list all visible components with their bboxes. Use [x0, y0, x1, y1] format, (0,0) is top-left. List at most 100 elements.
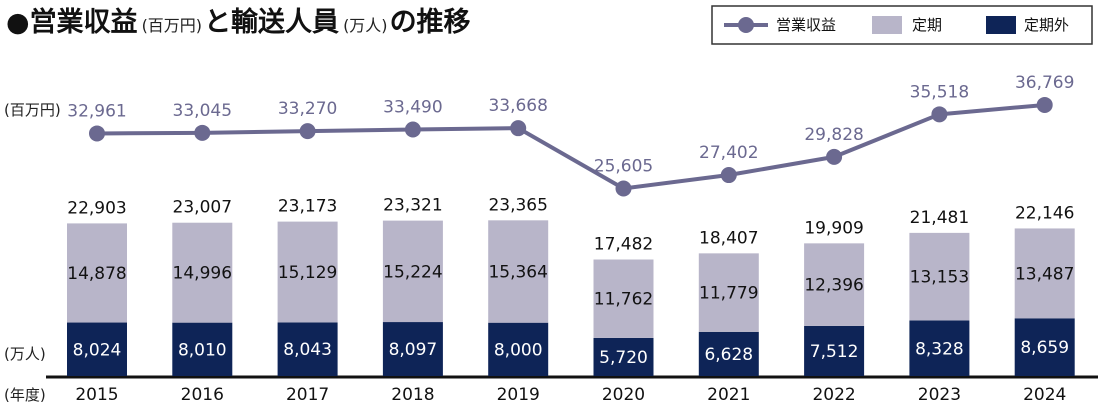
- label-teiki-2020: 11,762: [594, 290, 653, 310]
- label-teikigai-2020: 5,720: [599, 348, 648, 368]
- revenue-label-2020: 25,605: [594, 156, 653, 176]
- revenue-label-2019: 33,668: [488, 96, 547, 116]
- chart-title: ●営業収益 (百万円)と輸送人員 (万人)の推移: [6, 6, 471, 38]
- legend-teikigai-swatch: [986, 16, 1016, 34]
- revenue-point-2016: [194, 124, 211, 141]
- bar-teikigai-2022: [804, 325, 865, 376]
- label-teiki-2016: 14,996: [173, 264, 232, 284]
- label-total-2021: 18,407: [699, 228, 758, 248]
- revenue-label-2022: 29,828: [804, 125, 863, 145]
- bar-teiki-2019: [488, 220, 549, 323]
- label-teikigai-2018: 8,097: [389, 340, 438, 360]
- title-part2: と輸送人員: [204, 6, 339, 38]
- bar-teiki-2021: [698, 253, 759, 332]
- revenue-label-2023: 35,518: [910, 82, 969, 102]
- label-total-2016: 23,007: [173, 198, 232, 218]
- bar-teikigai-2015: [67, 322, 127, 376]
- bar-teiki-2024: [1014, 228, 1075, 319]
- legend-teikigai-label: 定期外: [1024, 16, 1069, 34]
- bar-labels-group: 8,024 14,878 22,903 8,010 14,996 23,007 8,043 1…: [67, 195, 1074, 368]
- label-teikigai-2022: 7,512: [810, 342, 859, 362]
- x-tick-labels: 2015 2016 2017 2018 2019 2020 2021 2022 2023 2024: [75, 385, 1066, 405]
- legend: 営業収益 定期 定期外: [711, 5, 1093, 45]
- x-tick-2016: 2016: [181, 385, 224, 405]
- revenue-point-2018: [404, 121, 421, 138]
- x-tick-2020: 2020: [602, 385, 645, 405]
- legend-teiki-label: 定期: [912, 16, 942, 34]
- revenue-label-2021: 27,402: [699, 143, 758, 163]
- bar-teiki-2015: [67, 223, 127, 323]
- label-teikigai-2023: 8,328: [915, 339, 964, 359]
- label-teikigai-2016: 8,010: [178, 340, 227, 360]
- bar-teiki-2022: [804, 243, 865, 326]
- legend-revenue-label: 営業収益: [776, 16, 836, 34]
- revenue-label-2015: 32,961: [67, 101, 126, 121]
- label-teikigai-2021: 6,628: [704, 345, 753, 365]
- bar-teiki-2016: [172, 222, 233, 323]
- label-total-2017: 23,173: [278, 197, 337, 217]
- bar-teiki-2017: [277, 221, 338, 323]
- revenue-point-2023: [931, 106, 948, 123]
- year-unit-label: (年度): [4, 386, 46, 404]
- label-teikigai-2017: 8,043: [283, 340, 332, 360]
- revenue-point-2024: [1036, 96, 1053, 113]
- revenue-point-2022: [826, 148, 843, 165]
- title-unit1: (百万円): [142, 16, 203, 35]
- x-tick-2018: 2018: [391, 385, 434, 405]
- bar-teikigai-2021: [698, 331, 759, 376]
- revenue-line-group: 32,961 33,045 33,270 33,490 33,668 25,605 27,4…: [67, 73, 1074, 197]
- x-tick-2021: 2021: [707, 385, 750, 405]
- label-teiki-2021: 11,779: [699, 284, 758, 304]
- x-tick-2024: 2024: [1023, 385, 1066, 405]
- revenue-line: [96, 102, 1045, 191]
- label-total-2023: 21,481: [910, 208, 969, 228]
- label-total-2024: 22,146: [1015, 203, 1074, 223]
- bars-group: [67, 220, 1075, 376]
- legend-teiki-swatch: [872, 16, 902, 34]
- x-tick-2015: 2015: [75, 385, 118, 405]
- label-total-2018: 23,321: [383, 196, 442, 216]
- revenue-point-2019: [510, 120, 527, 137]
- label-total-2019: 23,365: [488, 195, 547, 215]
- label-teikigai-2015: 8,024: [73, 340, 122, 360]
- bar-teikigai-2017: [277, 322, 338, 376]
- revenue-unit-label: (百万円): [4, 101, 61, 119]
- label-teiki-2023: 13,153: [910, 268, 969, 288]
- x-tick-2019: 2019: [497, 385, 540, 405]
- bar-teikigai-2016: [172, 322, 233, 376]
- label-total-2020: 17,482: [594, 235, 653, 255]
- label-teikigai-2024: 8,659: [1020, 338, 1069, 358]
- revenue-point-2015: [89, 125, 105, 142]
- revenue-label-2024: 36,769: [1015, 73, 1074, 93]
- bar-teiki-2020: [593, 259, 654, 338]
- label-total-2015: 22,903: [67, 198, 126, 218]
- label-teikigai-2019: 8,000: [494, 340, 543, 360]
- label-teiki-2022: 12,396: [804, 276, 863, 296]
- bar-teikigai-2019: [488, 322, 549, 376]
- x-tick-2017: 2017: [286, 385, 329, 405]
- revenue-point-2017: [299, 123, 316, 140]
- label-total-2022: 19,909: [804, 218, 863, 238]
- revenue-point-2021: [720, 167, 737, 184]
- x-tick-2023: 2023: [918, 385, 961, 405]
- label-teiki-2019: 15,364: [488, 263, 547, 283]
- title-part1: 営業収益: [30, 6, 138, 38]
- passenger-unit-label: (万人): [4, 345, 46, 363]
- bar-teikigai-2024: [1014, 318, 1075, 376]
- label-teiki-2015: 14,878: [67, 264, 126, 284]
- bar-teikigai-2020: [593, 337, 654, 376]
- bar-teiki-2023: [909, 232, 970, 321]
- label-teiki-2024: 13,487: [1015, 264, 1074, 284]
- label-teiki-2018: 15,224: [383, 262, 442, 282]
- title-part3: の推移: [390, 7, 471, 38]
- title-unit2: (万人): [343, 16, 388, 35]
- revenue-label-2018: 33,490: [383, 97, 442, 117]
- title-bullet: ●: [6, 7, 30, 38]
- revenue-point-2020: [615, 180, 632, 197]
- revenue-label-2016: 33,045: [173, 101, 232, 121]
- bar-teikigai-2018: [382, 322, 443, 376]
- legend-revenue-marker-swatch: [738, 17, 754, 33]
- bar-teikigai-2023: [909, 320, 970, 376]
